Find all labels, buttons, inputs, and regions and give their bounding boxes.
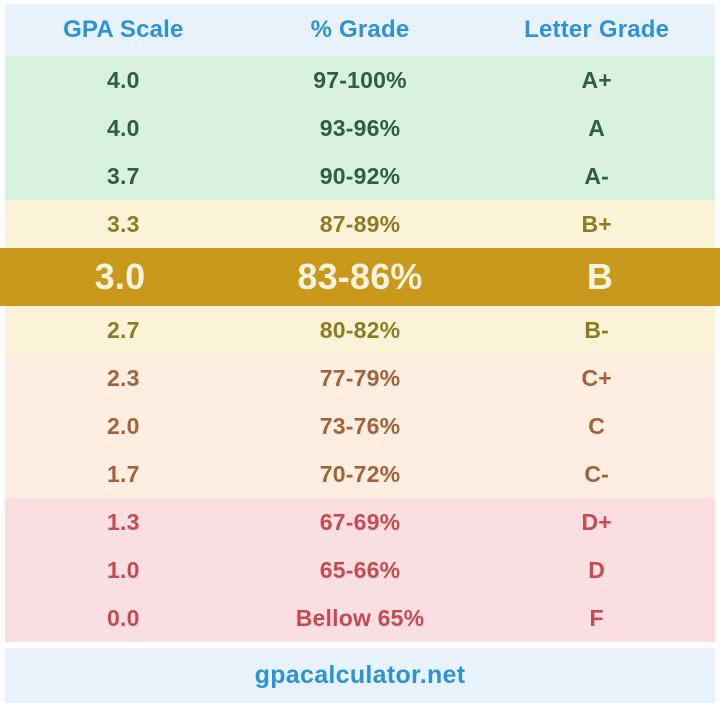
table-row: 1.3 67-69% D+ (5, 498, 715, 546)
gpa-cell: 1.0 (107, 556, 140, 583)
table-body: 4.0 97-100% A+ 4.0 93-96% A 3.7 90-92% A… (0, 56, 720, 642)
gpa-cell: 1.3 (107, 508, 140, 535)
letter-cell: A- (584, 162, 609, 189)
gpa-cell: 2.0 (107, 412, 140, 439)
table-row: 4.0 97-100% A+ (5, 56, 715, 104)
letter-cell: C (588, 412, 606, 439)
letter-cell: A+ (581, 66, 612, 93)
gpa-cell: 1.7 (107, 460, 140, 487)
footer: gpacalculator.net (5, 648, 715, 703)
table-row: 2.7 80-82% B- (5, 306, 715, 354)
letter-cell: C- (584, 460, 609, 487)
letter-cell: B (586, 256, 614, 297)
gpa-cell: 4.0 (107, 114, 140, 141)
table-row-highlighted: 3.0 83-86% B (0, 248, 720, 306)
percent-cell: 87-89% (319, 210, 401, 237)
percent-cell: 93-96% (319, 114, 401, 141)
table-row: 0.0 Bellow 65% F (5, 594, 715, 642)
column-header-percent-grade: % Grade (310, 16, 410, 43)
percent-cell: 80-82% (319, 316, 401, 343)
percent-cell: Bellow 65% (295, 604, 425, 631)
letter-cell: D+ (581, 508, 612, 535)
letter-cell: B- (584, 316, 609, 343)
percent-cell: 97-100% (313, 66, 407, 93)
gpa-cell: 2.3 (107, 364, 140, 391)
percent-cell: 70-72% (319, 460, 401, 487)
table-row: 2.0 73-76% C (5, 402, 715, 450)
letter-cell: C+ (581, 364, 612, 391)
gpa-cell: 2.7 (107, 316, 140, 343)
letter-cell: B+ (581, 210, 612, 237)
percent-cell: 83-86% (297, 256, 423, 297)
table-row: 2.3 77-79% C+ (5, 354, 715, 402)
table-row: 1.0 65-66% D (5, 546, 715, 594)
percent-cell: 77-79% (319, 364, 401, 391)
table-row: 3.7 90-92% A- (5, 152, 715, 200)
table-header-row: GPA Scale % Grade Letter Grade (5, 4, 715, 56)
column-header-letter-grade: Letter Grade (524, 16, 670, 43)
percent-cell: 65-66% (319, 556, 401, 583)
table-row: 1.7 70-72% C- (5, 450, 715, 498)
column-header-gpa-scale: GPA Scale (63, 16, 184, 43)
letter-cell: F (589, 604, 604, 631)
percent-cell: 67-69% (319, 508, 401, 535)
table-row: 4.0 93-96% A (5, 104, 715, 152)
table-row: 3.3 87-89% B+ (5, 200, 715, 248)
letter-cell: D (588, 556, 606, 583)
percent-cell: 73-76% (319, 412, 401, 439)
site-name: gpacalculator.net (254, 661, 466, 689)
gpa-cell: 0.0 (107, 604, 140, 631)
percent-cell: 90-92% (319, 162, 401, 189)
gpa-cell: 3.7 (107, 162, 140, 189)
gpa-cell: 3.3 (107, 210, 140, 237)
gpa-cell: 4.0 (107, 66, 140, 93)
gpa-cell: 3.0 (94, 256, 146, 297)
letter-cell: A (588, 114, 606, 141)
